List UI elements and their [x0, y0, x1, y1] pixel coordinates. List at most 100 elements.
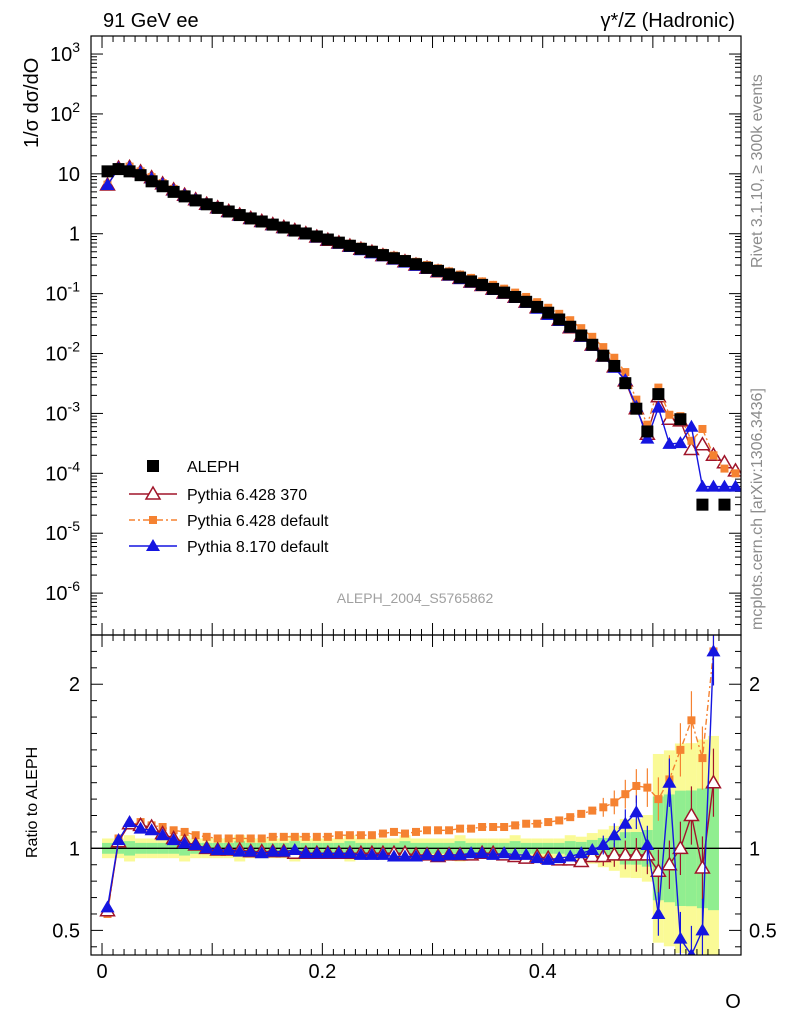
- data-point: [564, 320, 577, 333]
- legend-marker: [144, 485, 162, 500]
- data-point: [599, 343, 608, 352]
- data-point: [354, 242, 367, 255]
- data-point: [520, 295, 533, 308]
- ratio-point: [519, 847, 534, 860]
- ratio-point: [312, 832, 321, 841]
- ratio-point: [478, 823, 487, 831]
- ratio-point: [320, 846, 335, 859]
- ratio-point: [290, 832, 299, 841]
- ratio-point: [202, 832, 211, 841]
- ratio-point: [594, 848, 612, 863]
- data-point: [112, 163, 125, 176]
- ratio-point: [585, 842, 600, 855]
- ratio-point: [555, 816, 564, 825]
- ratio-point: [191, 831, 200, 840]
- data-point: [387, 252, 400, 265]
- ratio-point: [353, 847, 368, 860]
- data-point: [167, 185, 180, 198]
- ratio-point: [409, 849, 423, 862]
- data-point: [299, 227, 312, 240]
- data-point: [476, 278, 489, 291]
- analysis-label: ALEPH_2004_S5765862: [337, 590, 494, 606]
- ratio-point: [257, 834, 266, 843]
- data-point: [100, 178, 115, 191]
- ratio-point: [572, 852, 590, 868]
- top-series: [99, 158, 741, 511]
- ratio-point: [511, 821, 520, 830]
- ratio-point: [621, 790, 630, 799]
- y-tick-label-right: 1: [749, 838, 760, 860]
- data-point: [619, 377, 632, 390]
- data-point: [695, 479, 710, 492]
- ratio-point: [617, 846, 634, 861]
- data-point: [662, 436, 677, 449]
- data-point: [288, 224, 301, 237]
- data-point: [211, 201, 224, 214]
- ratio-point: [651, 906, 666, 919]
- rivet-label: Rivet 3.1.10, ≥ 300k events: [749, 74, 766, 268]
- legend-marker: [147, 460, 159, 472]
- ratio-point: [694, 859, 711, 874]
- data-point: [266, 218, 279, 231]
- series-line: [106, 166, 736, 472]
- ratio-point: [301, 832, 310, 841]
- ratio-point: [445, 826, 454, 835]
- ratio-series: [99, 635, 722, 955]
- legend-item-data: ALEPH: [147, 459, 239, 476]
- data-point: [717, 479, 732, 492]
- legend-marker: [149, 516, 157, 524]
- data-point: [509, 290, 522, 303]
- series-p8_def: [100, 160, 741, 492]
- data-point: [123, 165, 136, 178]
- y-tick-label: 10-3: [45, 398, 80, 425]
- data-point: [310, 230, 323, 243]
- ratio-point: [508, 847, 523, 860]
- x-tick-label: 0: [96, 961, 107, 983]
- ratio-point: [698, 754, 707, 763]
- legend-item-p8_def: Pythia 8.170 default: [129, 539, 329, 556]
- ratio-point: [500, 823, 509, 831]
- data-point: [421, 261, 434, 274]
- data-point: [321, 233, 334, 246]
- data-point: [586, 338, 599, 351]
- data-point: [694, 436, 711, 451]
- ratio-point: [552, 851, 567, 864]
- ratio-point: [423, 826, 432, 835]
- data-point: [566, 316, 575, 325]
- data-point: [577, 324, 586, 333]
- ratio-point: [375, 847, 390, 860]
- ratio-point: [453, 847, 468, 860]
- ratio-point: [610, 798, 619, 807]
- ratio-point: [605, 846, 623, 861]
- data-point: [709, 451, 718, 460]
- data-point: [630, 402, 643, 415]
- ratio-point: [268, 832, 277, 841]
- data-point: [718, 498, 731, 511]
- ratio-point: [210, 842, 225, 855]
- y-tick-label: 103: [50, 39, 80, 66]
- data-point: [277, 221, 290, 234]
- ratio-point: [676, 745, 685, 754]
- y-tick-label: 1: [69, 838, 80, 860]
- ratio-point: [489, 823, 498, 831]
- y-tick-label: 1: [69, 224, 80, 246]
- ratio-point: [397, 849, 412, 862]
- y-tick-label: 10-1: [45, 279, 80, 306]
- ratio-point: [221, 842, 236, 855]
- ratio-point: [533, 819, 542, 828]
- ratio-point: [389, 827, 398, 836]
- legend: ALEPH Pythia 6.428 370 Pythia 6.428 defaul…: [129, 459, 329, 556]
- legend-label: ALEPH: [187, 459, 239, 476]
- data-point: [643, 420, 652, 429]
- data-point: [654, 383, 663, 392]
- ratio-point: [276, 844, 291, 857]
- bottom-y-axis-title: Ratio to ALEPH: [24, 747, 41, 858]
- data-point: [244, 212, 257, 225]
- ratio-point: [695, 923, 710, 936]
- ratio-point: [235, 834, 244, 843]
- x-tick-label: 0.2: [308, 961, 336, 983]
- legend-label: Pythia 6.428 370: [187, 487, 307, 504]
- data-point: [674, 413, 687, 426]
- ratio-point: [705, 774, 722, 789]
